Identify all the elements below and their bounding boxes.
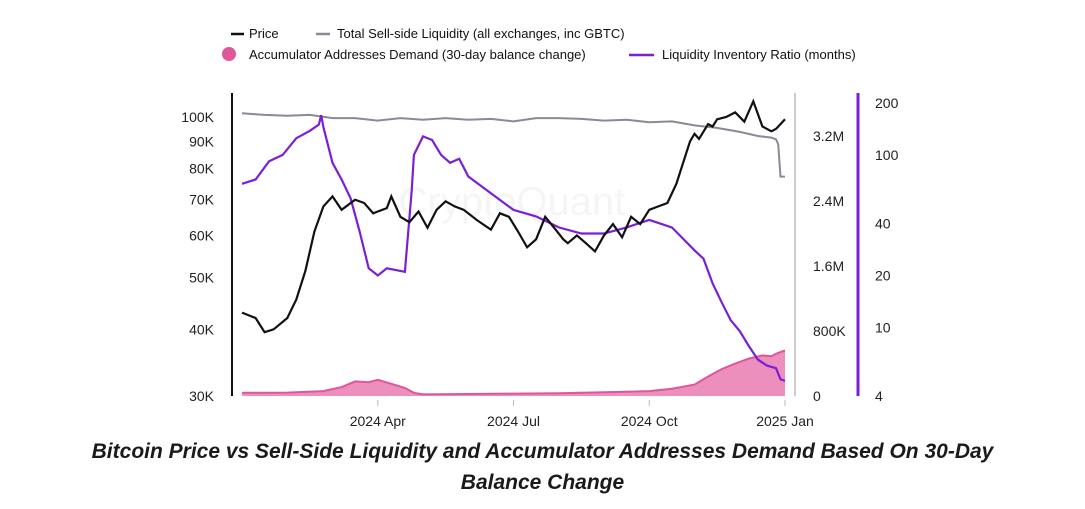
left-tick-label: 100K	[181, 109, 214, 125]
legend-ratio-label: Liquidity Inventory Ratio (months)	[662, 47, 856, 62]
caption-line-1: Bitcoin Price vs Sell-Side Liquidity and…	[91, 440, 994, 463]
legend-accumulator-swatch	[222, 47, 236, 61]
series-ratio-line	[241, 114, 786, 382]
liquidity-tick-label: 800K	[813, 323, 846, 339]
left-tick-label: 70K	[189, 192, 215, 208]
legend-price-label: Price	[249, 26, 279, 41]
x-tick-label: 2025 Jan	[756, 413, 814, 429]
x-axis-ticks: 2024 Apr 2024 Jul 2024 Oct 2025 Jan	[350, 400, 814, 429]
x-tick-label: 2024 Apr	[350, 413, 406, 429]
series-accumulator-line	[241, 349, 786, 396]
left-axis-ticks: 100K 90K 80K 70K 60K 50K 40K 30K	[181, 109, 214, 404]
ratio-axis-ticks: 200 100 40 20 10 4	[875, 95, 899, 404]
ratio-tick-label: 100	[875, 147, 899, 163]
ratio-tick-label: 4	[875, 388, 883, 404]
liquidity-tick-label: 3.2M	[813, 128, 844, 144]
legend-accumulator-label: Accumulator Addresses Demand (30-day bal…	[249, 47, 586, 62]
series-accumulator-area	[242, 350, 785, 396]
legend-liquidity-label: Total Sell-side Liquidity (all exchanges…	[337, 26, 625, 41]
left-tick-label: 50K	[189, 270, 215, 286]
left-tick-label: 80K	[189, 161, 215, 177]
left-tick-label: 90K	[189, 133, 215, 149]
x-tick-label: 2024 Jul	[487, 413, 540, 429]
ratio-tick-label: 20	[875, 267, 891, 283]
ratio-tick-label: 10	[875, 319, 891, 335]
ratio-tick-label: 200	[875, 95, 899, 111]
left-tick-label: 40K	[189, 321, 215, 337]
ratio-tick-label: 40	[875, 216, 891, 232]
liquidity-tick-label: 2.4M	[813, 193, 844, 209]
series-price-line	[241, 98, 786, 334]
liquidity-tick-label: 0	[813, 388, 821, 404]
liquidity-tick-label: 1.6M	[813, 258, 844, 274]
series-liquidity-line	[241, 112, 785, 178]
legend: Price Total Sell-side Liquidity (all exc…	[222, 26, 856, 62]
liquidity-axis-ticks: 3.2M 2.4M 1.6M 800K 0	[813, 128, 846, 404]
x-tick-label: 2024 Oct	[621, 413, 678, 429]
left-tick-label: 60K	[189, 227, 215, 243]
left-tick-label: 30K	[189, 388, 215, 404]
chart-caption: Bitcoin Price vs Sell-Side Liquidity and…	[0, 436, 1085, 498]
caption-line-2: Balance Change	[460, 471, 625, 494]
